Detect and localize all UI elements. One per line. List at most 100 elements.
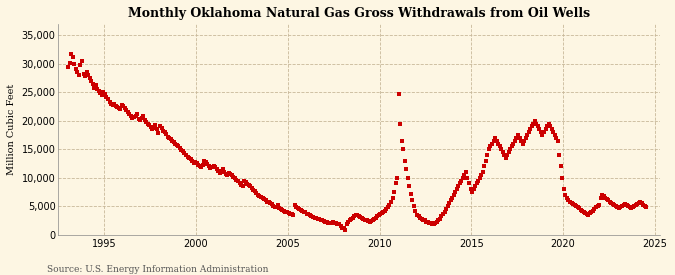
Point xyxy=(499,153,510,157)
Point xyxy=(92,87,103,92)
Point xyxy=(410,208,421,213)
Point xyxy=(425,221,436,226)
Point xyxy=(194,164,205,169)
Point xyxy=(130,114,141,118)
Point xyxy=(483,147,494,152)
Point xyxy=(236,182,246,187)
Point xyxy=(373,213,384,218)
Point xyxy=(504,150,514,154)
Point xyxy=(528,121,539,126)
Point xyxy=(395,121,406,126)
Point xyxy=(329,221,340,225)
Point xyxy=(495,147,506,152)
Point xyxy=(338,226,349,230)
Point xyxy=(121,108,132,112)
Point xyxy=(297,209,308,213)
Point xyxy=(481,158,491,163)
Point xyxy=(81,70,92,75)
Point xyxy=(525,127,536,131)
Text: Source: U.S. Energy Information Administration: Source: U.S. Energy Information Administ… xyxy=(47,265,269,274)
Point xyxy=(430,221,441,226)
Point xyxy=(502,153,513,157)
Point xyxy=(222,173,233,177)
Point xyxy=(539,130,549,134)
Point xyxy=(529,119,540,123)
Point xyxy=(225,172,236,177)
Point xyxy=(511,136,522,140)
Point xyxy=(93,89,104,93)
Point xyxy=(69,62,80,66)
Point xyxy=(113,106,124,110)
Point xyxy=(612,205,623,210)
Point xyxy=(240,180,251,185)
Point xyxy=(260,198,271,203)
Point xyxy=(185,157,196,162)
Point xyxy=(80,74,90,78)
Point xyxy=(402,175,413,180)
Point xyxy=(394,92,404,96)
Point xyxy=(522,133,533,137)
Point xyxy=(298,210,309,214)
Point xyxy=(595,196,606,200)
Point xyxy=(68,55,78,59)
Point xyxy=(626,206,637,211)
Point xyxy=(435,216,446,221)
Point xyxy=(589,207,600,211)
Point xyxy=(257,196,268,200)
Point xyxy=(517,141,528,146)
Point xyxy=(570,204,581,208)
Point xyxy=(453,184,464,188)
Point xyxy=(269,205,280,209)
Point xyxy=(442,204,453,208)
Point xyxy=(223,170,234,175)
Point xyxy=(306,214,317,219)
Point xyxy=(551,136,562,140)
Point xyxy=(378,210,389,214)
Point xyxy=(271,205,281,210)
Point xyxy=(543,121,554,126)
Point xyxy=(135,118,146,122)
Point xyxy=(364,219,375,224)
Point xyxy=(107,103,118,107)
Point xyxy=(112,105,123,109)
Point xyxy=(207,165,217,169)
Point xyxy=(610,204,621,208)
Point xyxy=(381,207,392,211)
Point xyxy=(587,208,598,213)
Point xyxy=(196,165,207,170)
Point xyxy=(377,211,387,215)
Point xyxy=(319,219,329,223)
Point xyxy=(535,130,546,134)
Point xyxy=(390,181,401,186)
Point xyxy=(456,178,467,183)
Point xyxy=(514,136,525,140)
Point xyxy=(558,187,569,191)
Point xyxy=(141,120,152,124)
Point xyxy=(427,222,437,226)
Point xyxy=(562,196,572,200)
Point xyxy=(262,199,273,204)
Point xyxy=(248,188,259,192)
Point xyxy=(512,133,523,137)
Point xyxy=(624,205,635,210)
Point xyxy=(534,127,545,131)
Point xyxy=(152,127,163,131)
Point xyxy=(537,133,548,137)
Point xyxy=(72,70,83,75)
Point xyxy=(251,191,262,195)
Point xyxy=(516,138,526,143)
Point xyxy=(472,178,483,183)
Point xyxy=(211,167,222,171)
Point xyxy=(566,200,577,205)
Point xyxy=(119,106,130,110)
Point xyxy=(288,213,298,217)
Point xyxy=(603,198,614,203)
Point xyxy=(104,100,115,105)
Point xyxy=(237,183,248,188)
Point xyxy=(292,206,303,210)
Point xyxy=(162,134,173,139)
Point xyxy=(450,190,460,194)
Point xyxy=(375,212,385,216)
Point xyxy=(173,144,184,148)
Point xyxy=(178,149,188,154)
